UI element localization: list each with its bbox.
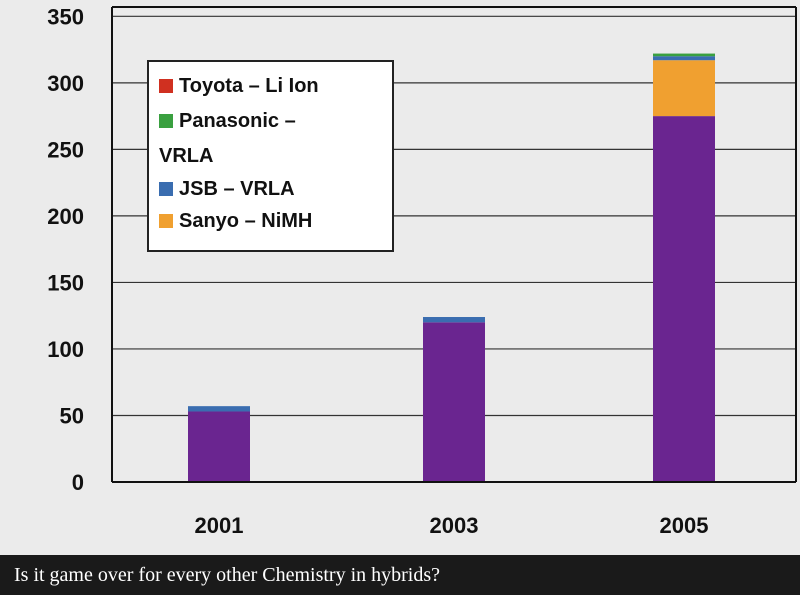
bar-2003-series-2 (423, 317, 485, 323)
x-tick-label-2001: 2001 (195, 513, 244, 538)
bar-2001-series-0 (188, 411, 250, 482)
legend-label-panasonic-cont: VRLA (159, 145, 214, 167)
bar-2005-series-0 (653, 116, 715, 482)
y-tick-label-350: 350 (47, 4, 84, 29)
legend-swatch-toyota (159, 79, 173, 93)
legend-item-panasonic: Panasonic – (159, 107, 384, 135)
legend-swatch-jsb (159, 182, 173, 196)
y-tick-label-100: 100 (47, 337, 84, 362)
x-tick-label-2003: 2003 (430, 513, 479, 538)
caption-bar: Is it game over for every other Chemistr… (0, 555, 800, 595)
legend-item-toyota: Toyota – Li Ion (159, 72, 384, 100)
legend-label-sanyo: Sanyo – NiMH (179, 210, 313, 232)
y-tick-label-250: 250 (47, 137, 84, 162)
bar-2001-series-2 (188, 406, 250, 412)
bar-2005-series-1 (653, 60, 715, 117)
chart-svg: 0 50 100 150 200 250 300 350 2001 2003 2005 (47, 4, 797, 538)
y-tick-label-200: 200 (47, 204, 84, 229)
chart: 0 50 100 150 200 250 300 350 2001 2003 2005 Toyota… (47, 4, 797, 538)
legend-item-jsb: JSB – VRLA (159, 175, 384, 203)
legend-label-jsb: JSB – VRLA (179, 178, 295, 200)
y-tick-label-300: 300 (47, 71, 84, 96)
x-tick-label-2005: 2005 (660, 513, 709, 538)
y-tick-label-150: 150 (47, 270, 84, 295)
legend-label-panasonic: Panasonic – (179, 110, 296, 132)
legend-item-panasonic-cont: VRLA (159, 142, 384, 170)
bar-2003-series-0 (423, 322, 485, 482)
legend-swatch-sanyo (159, 214, 173, 228)
legend-label-toyota: Toyota – Li Ion (179, 75, 319, 97)
caption-text: Is it game over for every other Chemistr… (14, 564, 440, 586)
bar-2005-series-2 (653, 56, 715, 61)
legend-swatch-panasonic (159, 114, 173, 128)
bar-2005-series-3 (653, 53, 715, 57)
y-tick-label-50: 50 (60, 403, 84, 428)
legend-item-sanyo: Sanyo – NiMH (159, 207, 384, 235)
y-tick-label-0: 0 (72, 470, 84, 495)
legend: Toyota – Li Ion Panasonic – VRLA JSB – V… (147, 60, 394, 252)
